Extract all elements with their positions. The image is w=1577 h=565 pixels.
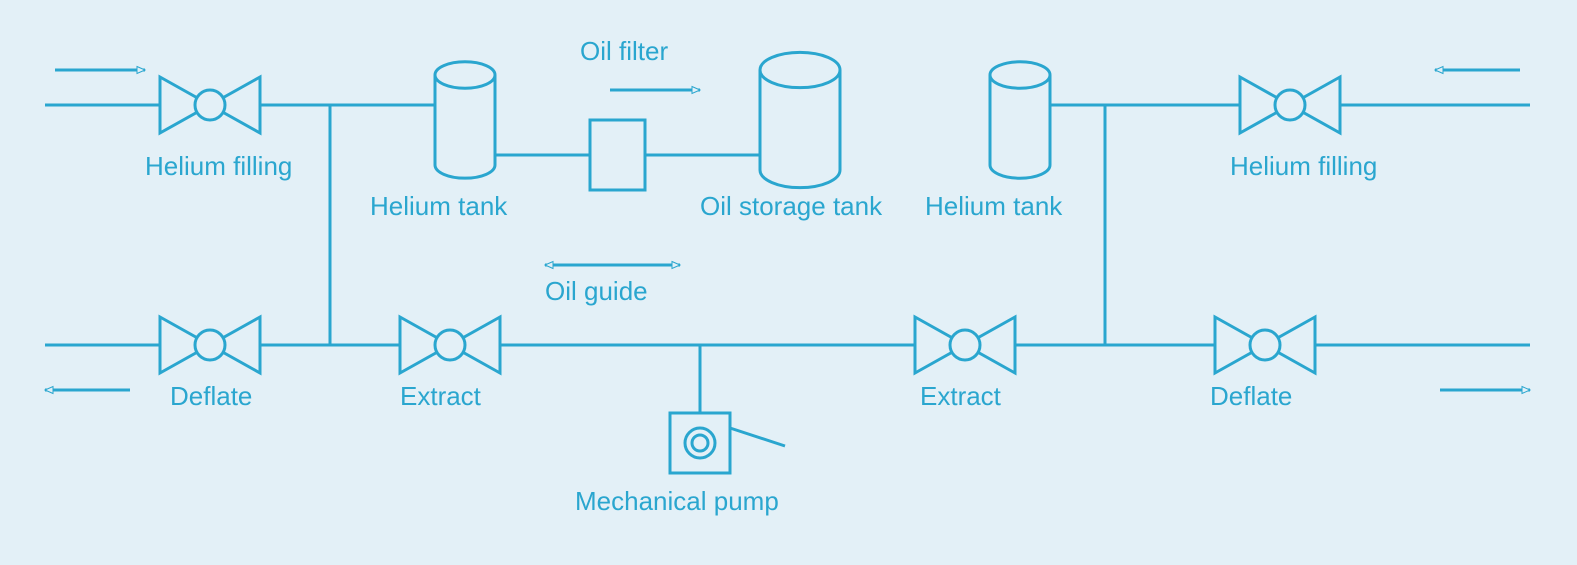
mechanical-pump [670,413,785,473]
valve-helium-fill-left [160,77,260,133]
helium-tank-right [990,62,1050,178]
helium-tank-left [435,62,495,178]
label-extract_right: Extract [920,381,1002,411]
label-oil_storage_tank: Oil storage tank [700,191,883,221]
label-helium_tank_right: Helium tank [925,191,1063,221]
label-deflate_right: Deflate [1210,381,1292,411]
valve-extract-left [400,317,500,373]
valve-extract-right [915,317,1015,373]
valve-deflate-left [160,317,260,373]
label-helium_filling_left: Helium filling [145,151,292,181]
oil-filter-box [590,120,645,190]
label-mechanical_pump: Mechanical pump [575,486,779,516]
label-oil_guide: Oil guide [545,276,648,306]
label-helium_tank_left: Helium tank [370,191,508,221]
oil-storage-tank [760,52,840,187]
label-deflate_left: Deflate [170,381,252,411]
valve-helium-fill-right [1240,77,1340,133]
label-helium_filling_right: Helium filling [1230,151,1377,181]
label-extract_left: Extract [400,381,482,411]
label-oil_filter: Oil filter [580,36,668,66]
valve-deflate-right [1215,317,1315,373]
